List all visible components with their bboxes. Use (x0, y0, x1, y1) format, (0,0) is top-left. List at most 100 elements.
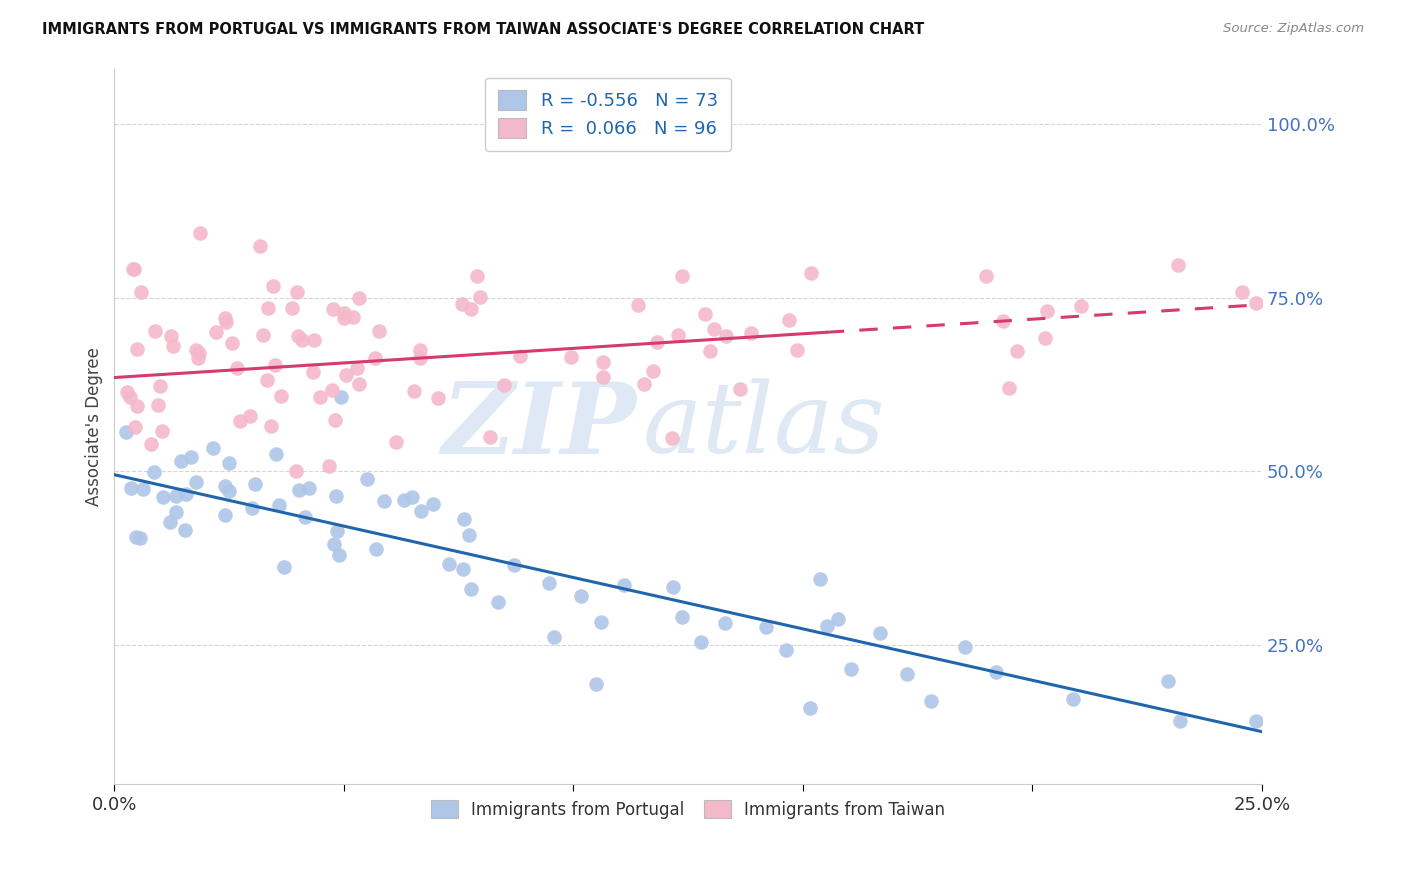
Point (409, 351, 432, 365)
Point (218, 456, 240, 470)
Point (1062, 692, 1084, 706)
Point (453, 512, 475, 526)
Point (641, 364, 664, 378)
Point (451, 297, 474, 311)
Point (332, 306, 354, 320)
Point (302, 365, 325, 379)
Point (409, 343, 432, 357)
Point (592, 369, 614, 384)
Point (714, 615, 737, 630)
Text: IMMIGRANTS FROM PORTUGAL VS IMMIGRANTS FROM TAIWAN ASSOCIATE'S DEGREE CORRELATIO: IMMIGRANTS FROM PORTUGAL VS IMMIGRANTS F… (42, 22, 924, 37)
Point (437, 557, 460, 571)
Point (322, 301, 344, 316)
Point (326, 524, 349, 539)
Point (221, 335, 243, 350)
Point (827, 612, 849, 626)
Point (613, 578, 636, 592)
Point (591, 615, 613, 629)
Point (333, 310, 356, 325)
Point (228, 414, 250, 428)
Point (1230, 285, 1253, 299)
Point (869, 626, 891, 640)
Point (1166, 258, 1188, 272)
Point (492, 378, 515, 392)
Point (426, 391, 449, 405)
Point (661, 431, 683, 445)
Point (267, 498, 290, 512)
Point (252, 327, 274, 342)
Point (585, 677, 607, 691)
Point (349, 291, 371, 305)
Text: Source: ZipAtlas.com: Source: ZipAtlas.com (1223, 22, 1364, 36)
Point (118, 390, 141, 404)
Point (318, 458, 340, 473)
Point (1244, 296, 1267, 310)
Point (239, 409, 262, 424)
Point (264, 358, 287, 372)
Point (468, 290, 491, 304)
Point (633, 376, 655, 391)
Point (703, 322, 725, 336)
Point (349, 376, 371, 391)
Point (298, 481, 321, 495)
Point (392, 492, 415, 507)
Point (329, 390, 352, 404)
Point (543, 630, 565, 644)
Point (479, 430, 502, 444)
Point (180, 450, 202, 465)
Point (187, 351, 209, 366)
Point (560, 350, 582, 364)
Point (125, 530, 148, 544)
Point (666, 327, 689, 342)
Text: atlas: atlas (643, 378, 884, 474)
Point (896, 667, 918, 681)
Point (839, 662, 862, 676)
Point (997, 381, 1019, 395)
Point (503, 558, 526, 572)
Point (215, 315, 238, 329)
Point (129, 531, 152, 545)
Point (291, 333, 314, 347)
Point (302, 334, 325, 348)
Point (815, 619, 838, 633)
Point (226, 361, 249, 376)
Point (139, 436, 162, 450)
Point (920, 694, 942, 708)
Point (162, 338, 184, 352)
Point (260, 419, 283, 434)
Point (205, 325, 228, 339)
Point (121, 481, 143, 495)
Point (422, 497, 444, 511)
Point (309, 390, 332, 404)
Point (146, 398, 169, 412)
Point (115, 384, 138, 399)
Point (131, 482, 153, 496)
Point (325, 489, 347, 503)
Point (1070, 299, 1092, 313)
Point (328, 548, 350, 562)
Point (364, 351, 387, 366)
Point (509, 349, 531, 363)
Point (800, 266, 823, 280)
Point (165, 505, 187, 519)
Point (799, 700, 821, 714)
Point (262, 279, 284, 293)
Point (808, 572, 831, 586)
Point (356, 472, 378, 486)
Point (240, 500, 263, 515)
Point (974, 268, 997, 283)
Point (1035, 304, 1057, 318)
Point (953, 640, 976, 654)
Point (693, 307, 716, 321)
Point (256, 373, 278, 387)
Point (1033, 331, 1056, 345)
Point (1007, 343, 1029, 358)
Point (364, 541, 387, 556)
Point (592, 355, 614, 369)
Point (273, 560, 295, 574)
Point (409, 504, 432, 518)
Point (129, 285, 152, 300)
Y-axis label: Associate's Degree: Associate's Degree (86, 347, 103, 506)
Point (285, 285, 308, 299)
Point (257, 301, 280, 315)
